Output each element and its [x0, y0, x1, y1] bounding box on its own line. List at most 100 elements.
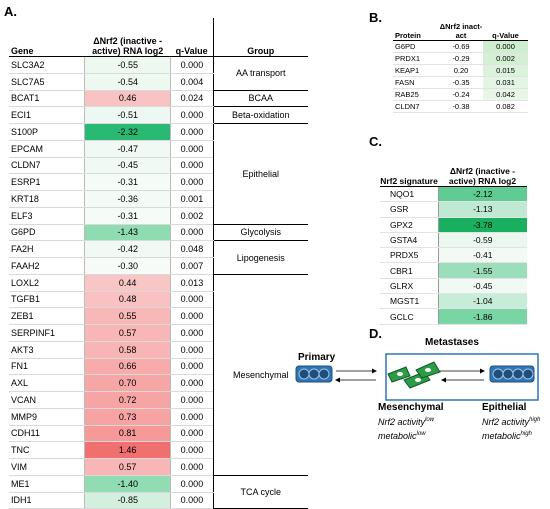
- q-value-column-header: q-Value: [170, 18, 214, 57]
- epithelial-caption: Epithelial Nrf2 activityhigh metabolichi…: [482, 402, 540, 442]
- gene-cell: FN1: [9, 358, 85, 376]
- table-row: MMP9 0.73 0.000: [9, 408, 308, 426]
- table-row: LOXL2 0.44 0.013 Mesenchymal: [9, 274, 308, 476]
- gene-cell: TNC: [9, 441, 85, 459]
- rna-log2-cell: -0.36: [84, 190, 172, 208]
- protein-column-header: Protein: [393, 16, 439, 41]
- gene-cell: ELF3: [9, 207, 85, 225]
- group-cell: AA transport: [212, 56, 308, 91]
- table-row: G6PD -1.43 0.000 Glycolysis: [9, 224, 308, 242]
- gene-cell: S100P: [9, 123, 85, 141]
- signature-value-cell: -2.12: [438, 186, 527, 203]
- gene-cell: ECI1: [9, 106, 85, 124]
- table-row: FASN -0.35 0.031: [393, 76, 528, 89]
- gene-cell: IDH1: [9, 492, 85, 509]
- q-value-cell: 0.000: [170, 475, 214, 493]
- signature-value-cell: -1.55: [438, 262, 527, 279]
- protein-cell: RAB25: [393, 88, 439, 101]
- table-row: TGFB1 0.48 0.000: [9, 291, 308, 309]
- signature-gene-cell: GLRX: [380, 278, 439, 295]
- signature-value-column-header: ΔNrf2 (inactive - active) RNA log2: [438, 148, 527, 187]
- signature-value-cell: -1.04: [438, 293, 527, 310]
- protein-q-cell: 0.082: [483, 100, 528, 113]
- epithelial-nrf2-activity: Nrf2 activityhigh: [482, 417, 541, 427]
- rna-log2-cell: -0.51: [84, 106, 172, 124]
- group-column-header: Group: [212, 18, 308, 57]
- metastases-label: Metastases: [425, 337, 479, 348]
- protein-q-cell: 0.000: [483, 40, 528, 53]
- primary-cells: [295, 365, 333, 383]
- q-value-cell: 0.000: [170, 458, 214, 476]
- rna-log2-cell: 0.70: [84, 374, 172, 392]
- table-row: CLDN7 -0.38 0.082: [393, 100, 528, 113]
- table-row: ESRP1 -0.31 0.000: [9, 173, 308, 191]
- q-value-cell: 0.000: [170, 173, 214, 191]
- protein-value-cell: -0.69: [439, 40, 483, 53]
- q-value-cell: 0.000: [170, 291, 214, 309]
- rna-log2-cell: -0.42: [84, 240, 172, 258]
- rna-log2-cell: -0.31: [84, 173, 172, 191]
- protein-cell: CLDN7: [393, 100, 439, 113]
- signature-value-cell: -1.86: [438, 308, 527, 325]
- protein-cell: KEAP1: [393, 64, 439, 77]
- gene-cell: AKT3: [9, 341, 85, 359]
- table-row: KRT18 -0.36 0.001: [9, 190, 308, 208]
- q-value-cell: 0.007: [170, 257, 214, 275]
- gene-cell: EPCAM: [9, 140, 85, 158]
- table-row: GPX2 -3.78: [380, 217, 527, 233]
- q-value-cell: 0.000: [170, 324, 214, 342]
- table-row: CDH11 0.81 0.000: [9, 425, 308, 443]
- epithelial-metabolic: metabolichigh: [482, 431, 532, 441]
- protein-cell: FASN: [393, 76, 439, 89]
- q-value-cell: 0.000: [170, 123, 214, 141]
- gene-cell: ZEB1: [9, 307, 85, 325]
- rna-log2-cell: -0.45: [84, 157, 172, 175]
- table-row: MGST1 -1.04: [380, 293, 527, 310]
- rna-log2-cell: 0.48: [84, 291, 172, 309]
- rna-log2-cell: 1.46: [84, 441, 172, 459]
- protein-value-cell: -0.29: [439, 52, 483, 65]
- gene-cell: KRT18: [9, 190, 85, 208]
- rna-log2-cell: -0.30: [84, 257, 172, 275]
- q-value-cell: 0.000: [170, 307, 214, 325]
- gene-cell: CDH11: [9, 425, 85, 443]
- gene-cell: CLDN7: [9, 157, 85, 175]
- table-row: S100P -2.32 0.000 Epithelial: [9, 123, 308, 225]
- rna-log2-cell: -0.31: [84, 207, 172, 225]
- rna-log2-cell: -0.85: [84, 492, 172, 509]
- q-value-cell: 0.024: [170, 90, 214, 108]
- gene-cell: AXL: [9, 374, 85, 392]
- gene-expression-table: Gene ΔNrf2 (inactive - active) RNA log2 …: [9, 18, 308, 509]
- signature-gene-cell: GSR: [380, 201, 439, 218]
- q-value-cell: 0.000: [170, 492, 214, 509]
- protein-cell: G6PD: [393, 40, 439, 53]
- protein-q-cell: 0.031: [483, 76, 528, 89]
- signature-gene-cell: NQO1: [380, 186, 439, 203]
- rna-log2-cell: 0.73: [84, 408, 172, 426]
- protein-value-cell: -0.24: [439, 88, 483, 101]
- rna-log2-cell: -1.43: [84, 224, 172, 242]
- protein-q-cell: 0.002: [483, 52, 528, 65]
- q-value-cell: 0.000: [170, 441, 214, 459]
- q-value-cell: 0.000: [170, 140, 214, 158]
- table-row: VCAN 0.72 0.000: [9, 391, 308, 409]
- mesenchymal-metabolic: metaboliclow: [378, 431, 426, 441]
- gene-cell: ME1: [9, 475, 85, 493]
- table-row: AXL 0.70 0.000: [9, 374, 308, 392]
- table-header-row: Protein ΔNrf2 inact-act q-Value: [393, 16, 528, 41]
- group-cell: TCA cycle: [212, 475, 308, 509]
- q-value-cell: 0.000: [170, 224, 214, 242]
- gene-cell: TGFB1: [9, 291, 85, 309]
- gene-cell: FA2H: [9, 240, 85, 258]
- q-value-cell: 0.000: [170, 358, 214, 376]
- signature-value-cell: -1.13: [438, 201, 527, 218]
- table-row: FN1 0.66 0.000: [9, 358, 308, 376]
- nrf2-signature-table: Nrf2 signature ΔNrf2 (inactive - active)…: [380, 148, 527, 325]
- panel-a-label: A.: [4, 4, 17, 19]
- group-cell: Lipogenesis: [212, 240, 308, 275]
- gene-cell: ESRP1: [9, 173, 85, 191]
- mesenchymal-cells: [387, 361, 441, 389]
- table-row: BCAT1 0.46 0.024 BCAA: [9, 90, 308, 108]
- signature-value-cell: -0.45: [438, 278, 527, 295]
- gene-cell: VCAN: [9, 391, 85, 409]
